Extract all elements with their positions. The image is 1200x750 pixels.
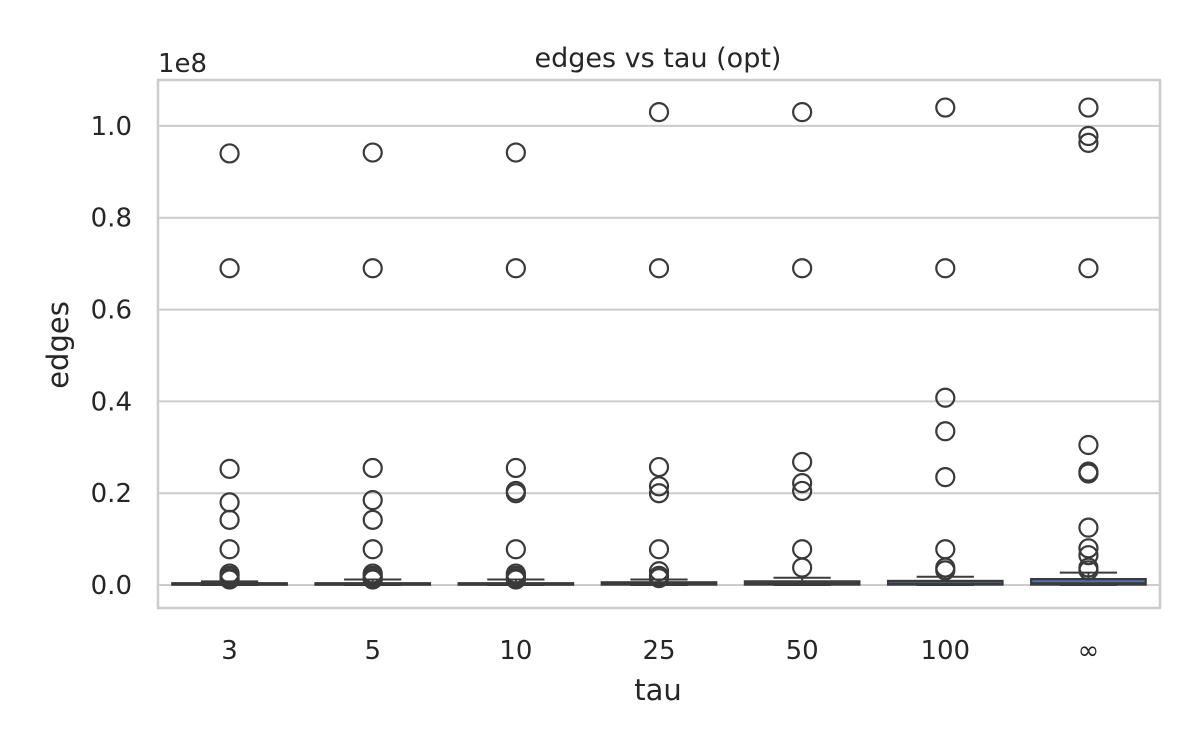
outlier-point bbox=[1078, 434, 1099, 456]
plot-frame bbox=[156, 78, 1162, 610]
outlier-point bbox=[792, 451, 813, 473]
outlier-point bbox=[792, 539, 813, 560]
outlier-point bbox=[362, 142, 383, 163]
outlier-point bbox=[1078, 258, 1099, 279]
outlier-point bbox=[648, 561, 670, 582]
outlier-point bbox=[1078, 97, 1099, 118]
outlier-point bbox=[935, 387, 956, 408]
outlier-point bbox=[792, 473, 813, 494]
y-tick-label: 0.2 bbox=[91, 479, 132, 509]
outlier-point bbox=[505, 483, 526, 504]
outlier-point bbox=[1078, 560, 1099, 581]
outlier-point bbox=[219, 539, 240, 560]
plot-area: 0.0 0.2 0.4 0.6 0.8 1.0 3 5 10 25 50 100 ∞ bbox=[91, 78, 1162, 666]
x-tick-label: 100 bbox=[920, 636, 970, 666]
outlier-point bbox=[648, 483, 670, 504]
outlier-point bbox=[505, 258, 526, 279]
chart-title: edges vs tau (opt) bbox=[535, 43, 782, 74]
outlier-point bbox=[505, 569, 526, 590]
outlier-point bbox=[792, 102, 813, 123]
outlier-point bbox=[219, 492, 240, 513]
y-tick-label: 0.0 bbox=[91, 571, 132, 601]
outlier-point bbox=[505, 142, 526, 163]
x-tick-label: 10 bbox=[499, 636, 532, 666]
outlier-point bbox=[935, 560, 956, 581]
outlier-point bbox=[935, 421, 956, 442]
x-tick-label: 5 bbox=[364, 636, 381, 666]
outlier-point bbox=[362, 539, 383, 560]
outlier-point bbox=[792, 480, 813, 502]
outlier-point bbox=[505, 457, 526, 479]
outlier-point bbox=[219, 509, 240, 530]
y-axis-label: edges bbox=[41, 301, 75, 389]
outlier-point bbox=[648, 456, 670, 478]
outlier-point bbox=[648, 258, 670, 279]
outlier-point bbox=[1078, 463, 1099, 484]
x-axis-label: tau bbox=[634, 673, 682, 707]
y-tick-label: 1.0 bbox=[91, 112, 132, 142]
y-tick-label: 0.8 bbox=[91, 204, 132, 234]
outlier-point bbox=[648, 568, 670, 589]
outlier-point bbox=[219, 569, 240, 590]
y-tick-label: 0.6 bbox=[91, 296, 132, 326]
outlier-point bbox=[648, 102, 670, 123]
outlier-point bbox=[362, 569, 383, 590]
x-tick-label: 3 bbox=[221, 636, 238, 666]
outlier-point bbox=[219, 258, 240, 279]
outlier-point bbox=[1078, 517, 1099, 538]
x-tick-label: ∞ bbox=[1078, 636, 1100, 666]
outlier-point bbox=[219, 458, 240, 479]
outlier-point bbox=[219, 143, 240, 164]
outlier-point bbox=[792, 258, 813, 279]
y-axis-offset-label: 1e8 bbox=[158, 49, 207, 79]
outlier-point bbox=[505, 539, 526, 560]
outlier-point bbox=[362, 509, 383, 530]
x-tick-label: 25 bbox=[642, 636, 675, 666]
outlier-point bbox=[1078, 125, 1099, 147]
outlier-point bbox=[935, 258, 956, 279]
outlier-point bbox=[935, 97, 956, 118]
outlier-point bbox=[935, 467, 956, 488]
outlier-point bbox=[1078, 538, 1099, 559]
outlier-point bbox=[648, 476, 670, 497]
outlier-point bbox=[792, 557, 813, 578]
outlier-point bbox=[362, 490, 383, 511]
y-tick-label: 0.4 bbox=[91, 387, 132, 417]
outlier-point bbox=[648, 539, 670, 560]
x-tick-label: 50 bbox=[786, 636, 819, 666]
outlier-point bbox=[1078, 132, 1099, 154]
outlier-point bbox=[362, 457, 383, 479]
outlier-point bbox=[362, 258, 383, 279]
outlier-point bbox=[1078, 545, 1099, 566]
outlier-point bbox=[935, 539, 956, 560]
